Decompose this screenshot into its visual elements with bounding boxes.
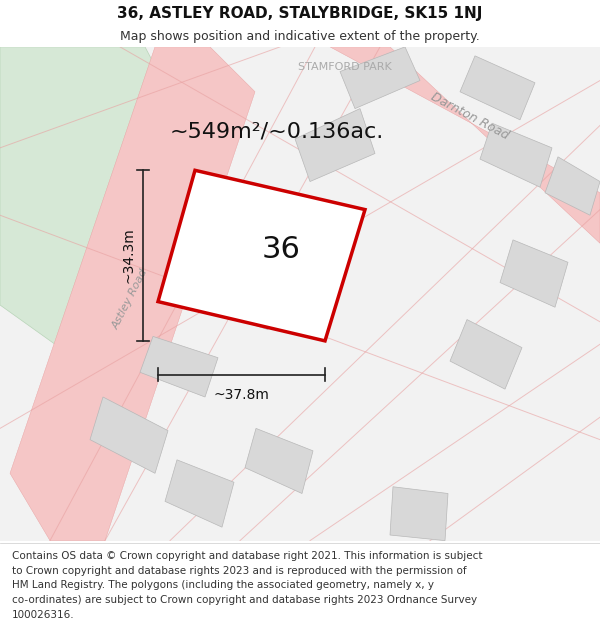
Text: HM Land Registry. The polygons (including the associated geometry, namely x, y: HM Land Registry. The polygons (includin… <box>12 580 434 590</box>
Polygon shape <box>140 336 218 397</box>
Polygon shape <box>340 47 420 109</box>
Text: co-ordinates) are subject to Crown copyright and database rights 2023 Ordnance S: co-ordinates) are subject to Crown copyr… <box>12 595 477 605</box>
Polygon shape <box>0 47 600 541</box>
Text: Map shows position and indicative extent of the property.: Map shows position and indicative extent… <box>120 30 480 43</box>
Polygon shape <box>295 109 375 181</box>
Polygon shape <box>545 157 600 215</box>
Polygon shape <box>0 47 210 344</box>
Polygon shape <box>460 56 535 120</box>
Text: ~34.3m: ~34.3m <box>122 228 136 284</box>
Text: 36: 36 <box>262 236 300 264</box>
Text: 36, ASTLEY ROAD, STALYBRIDGE, SK15 1NJ: 36, ASTLEY ROAD, STALYBRIDGE, SK15 1NJ <box>118 6 482 21</box>
Text: Astley Road: Astley Road <box>110 268 149 331</box>
Polygon shape <box>158 170 365 341</box>
Polygon shape <box>390 487 448 541</box>
Text: Darnton Road: Darnton Road <box>429 91 511 142</box>
Text: ~37.8m: ~37.8m <box>214 388 269 402</box>
Polygon shape <box>10 47 255 541</box>
Polygon shape <box>500 240 568 308</box>
Text: to Crown copyright and database rights 2023 and is reproduced with the permissio: to Crown copyright and database rights 2… <box>12 566 467 576</box>
Polygon shape <box>330 47 600 243</box>
Polygon shape <box>480 123 552 187</box>
Text: 100026316.: 100026316. <box>12 610 74 620</box>
Polygon shape <box>165 460 234 527</box>
Text: STAMFORD PARK: STAMFORD PARK <box>298 62 392 72</box>
Polygon shape <box>210 269 276 329</box>
Polygon shape <box>90 397 168 473</box>
Text: ~549m²/~0.136ac.: ~549m²/~0.136ac. <box>170 121 384 141</box>
Polygon shape <box>245 428 313 494</box>
Text: Contains OS data © Crown copyright and database right 2021. This information is : Contains OS data © Crown copyright and d… <box>12 551 482 561</box>
Polygon shape <box>450 319 522 389</box>
